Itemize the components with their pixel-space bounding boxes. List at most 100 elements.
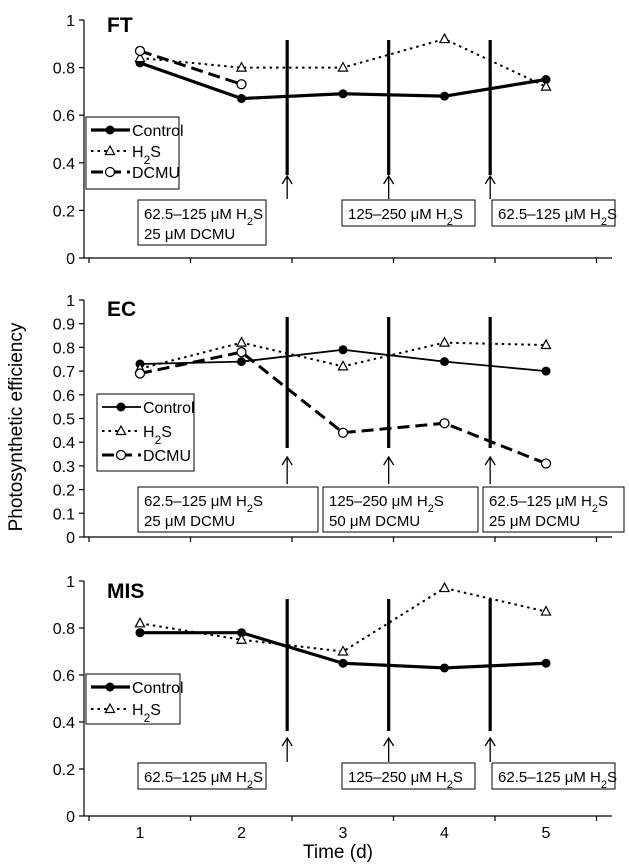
- data-point-h2s: [438, 336, 451, 347]
- text-run: H: [132, 702, 144, 719]
- legend-marker-h2s: [104, 144, 116, 156]
- y-tick-label: 0: [66, 809, 75, 826]
- x-tick-label: 3: [339, 825, 348, 842]
- text-run: S: [253, 206, 263, 223]
- subscript: 2: [447, 779, 453, 791]
- x-tick-label: 1: [136, 825, 145, 842]
- data-point-h2s: [540, 605, 552, 616]
- data-point-control: [237, 94, 246, 104]
- treatment-label: 25 μM DCMU: [489, 513, 580, 530]
- text-run: DCMU: [143, 448, 191, 465]
- y-tick-label: 0.5: [53, 412, 75, 429]
- treatment-box: [491, 762, 616, 790]
- treatment-arrowhead: [383, 736, 395, 747]
- text-run: 62.5–125 μM H: [144, 493, 247, 510]
- subscript: 2: [592, 503, 598, 515]
- legend-label-h2s: H2S: [143, 424, 172, 447]
- data-point-dcmu: [236, 346, 247, 358]
- series-line-dcmu: [139, 350, 547, 465]
- x-tick-label: 4: [440, 825, 449, 842]
- treatment-arrowhead: [484, 736, 496, 747]
- y-tick-label: 0.8: [53, 340, 75, 357]
- text-run: 62.5–125 μM H: [489, 493, 592, 510]
- legend-label-dcmu: DCMU: [132, 165, 180, 182]
- text-run: S: [253, 493, 263, 510]
- series-line-h2s: [139, 587, 547, 653]
- data-point-h2s: [235, 336, 248, 347]
- legend-marker-control: [116, 402, 126, 412]
- text-run: 25 μM DCMU: [144, 513, 235, 530]
- legend-marker-dcmu: [115, 449, 127, 461]
- text-run: DCMU: [132, 165, 180, 182]
- y-tick-label: 0.2: [53, 483, 75, 500]
- legend-marker-dcmu: [104, 166, 116, 178]
- text-run: S: [453, 206, 463, 223]
- legend-label-h2s: H2S: [132, 702, 161, 725]
- subscript: 2: [247, 779, 253, 791]
- legend-label-control: Control: [132, 123, 184, 140]
- treatment-arrowhead: [281, 736, 293, 747]
- data-point-h2s: [134, 51, 146, 63]
- treatment-box: [482, 486, 625, 533]
- treatment-label: 62.5–125 μM H2S: [144, 493, 263, 515]
- text-run: 50 μM DCMU: [329, 513, 420, 530]
- treatment-label: 50 μM DCMU: [329, 513, 420, 530]
- treatment-arrowhead: [484, 174, 496, 185]
- y-tick-label: 0.6: [53, 108, 75, 125]
- treatment-arrowhead: [281, 455, 293, 466]
- text-run: S: [253, 769, 263, 786]
- y-tick-label: 0: [66, 251, 75, 268]
- y-tick-label: 0.8: [53, 621, 75, 638]
- y-tick-label: 0.2: [53, 762, 75, 779]
- y-tick-label: 0.4: [53, 435, 75, 452]
- treatment-arrowhead: [484, 455, 496, 466]
- data-point-h2s: [337, 645, 349, 656]
- data-point-h2s: [438, 32, 451, 44]
- subscript: 2: [601, 216, 607, 228]
- legend-marker-control: [105, 125, 115, 135]
- treatment-label: 62.5–125 μM H2S: [144, 769, 263, 791]
- legend-label-control: Control: [132, 680, 184, 697]
- text-run: 125–250 μM H: [348, 769, 447, 786]
- y-tick-label: 1: [66, 13, 75, 30]
- text-run: Control: [143, 400, 195, 417]
- subscript: 2: [144, 153, 151, 167]
- text-run: S: [150, 702, 161, 719]
- data-point-dcmu: [540, 458, 552, 469]
- treatment-arrowhead: [383, 455, 395, 466]
- text-run: S: [453, 769, 463, 786]
- legend-label-h2s: H2S: [132, 144, 161, 167]
- subscript: 2: [144, 711, 151, 725]
- data-point-control: [135, 628, 145, 638]
- panel-ec: 0 0.1 0.2 0.3 0.4 0.5 0.6 0.7 0.8 0.9 1 EC 62.5–125 …: [53, 293, 625, 547]
- data-point-h2s: [337, 360, 349, 371]
- treatment-box: [491, 199, 616, 227]
- y-tick-label: 1: [66, 574, 75, 591]
- data-point-control: [440, 357, 449, 367]
- y-tick-label: 1: [66, 293, 75, 310]
- y-tick-label: 0.7: [53, 364, 75, 381]
- data-point-h2s: [235, 633, 248, 644]
- y-tick-label: 0: [66, 530, 75, 547]
- text-run: 25 μM DCMU: [489, 513, 580, 530]
- legend-box: [85, 673, 181, 725]
- subscript: 2: [428, 503, 434, 515]
- data-point-control: [541, 75, 551, 84]
- subscript: 2: [447, 216, 453, 228]
- y-tick-label: 0.3: [53, 459, 75, 476]
- treatment-box: [137, 199, 267, 246]
- data-point-control: [338, 345, 348, 355]
- y-tick-label: 0.6: [53, 668, 75, 685]
- panel-title: EC: [107, 298, 136, 321]
- text-run: S: [607, 769, 617, 786]
- y-tick-label: 0.2: [53, 203, 75, 220]
- text-run: S: [607, 206, 617, 223]
- data-point-control: [338, 658, 348, 668]
- text-run: 25 μM DCMU: [144, 226, 235, 243]
- text-run: 62.5–125 μM H: [144, 206, 247, 223]
- data-point-control: [541, 366, 551, 376]
- treatment-arrowhead: [281, 174, 293, 185]
- treatment-label: 125–250 μM H2S: [329, 493, 444, 515]
